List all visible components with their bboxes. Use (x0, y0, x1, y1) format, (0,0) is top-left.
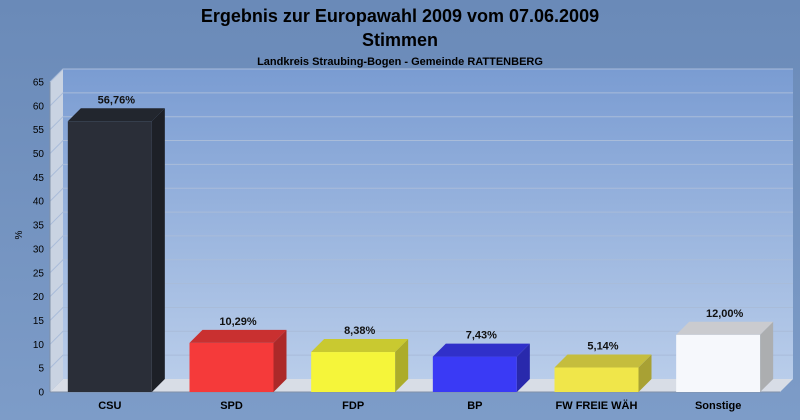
x-tick-label: CSU (98, 400, 121, 412)
grid-line (49, 330, 793, 345)
grid-line (49, 283, 793, 297)
y-tick-label: 40 (33, 197, 45, 208)
plot-left-wall (50, 69, 63, 392)
data-label: 7,43% (466, 330, 497, 342)
grid-line (49, 140, 793, 154)
bar-side (395, 339, 409, 392)
data-label: 12,00% (706, 308, 744, 320)
grid-line (49, 211, 793, 226)
x-tick-label: Sonstige (695, 400, 741, 412)
grid-line (49, 116, 793, 131)
grid-line (49, 187, 793, 202)
y-axis-label: % (14, 230, 25, 239)
bar-side (151, 108, 165, 392)
bar-side (638, 354, 652, 392)
y-tick-label: 0 (38, 388, 44, 399)
bar-top (311, 339, 409, 353)
plot-area: 0 5 10 15 20 25 30 35 40 45 50 55 60 65 56,76% CSU 10,29… (33, 68, 793, 412)
bar (311, 352, 396, 392)
y-tick-label: 30 (33, 244, 45, 255)
x-tick-label: SPD (220, 400, 243, 412)
y-tick-label: 45 (33, 173, 45, 184)
bar (554, 367, 639, 392)
bar (67, 121, 152, 392)
y-tick-label: 55 (33, 125, 45, 136)
bar-side (273, 329, 287, 392)
y-tick-label: 5 (38, 364, 44, 375)
data-label: 10,29% (219, 316, 257, 328)
x-tick-label: BP (467, 400, 482, 412)
bar (676, 334, 761, 392)
chart-title: Ergebnis zur Europawahl 2009 vom 07.06.2… (201, 6, 599, 26)
chart-title-line2: Stimmen (362, 30, 438, 50)
chart-subtitle: Landkreis Straubing-Bogen - Gemeinde RAT… (257, 56, 543, 68)
y-tick-label: 65 (33, 78, 45, 89)
y-tick-label: 15 (33, 316, 45, 327)
grid-line (49, 235, 793, 250)
y-tick-label: 60 (33, 101, 45, 112)
data-label: 56,76% (98, 94, 136, 106)
bar-side (516, 343, 530, 392)
bar-top (67, 108, 165, 122)
y-tick-label: 50 (33, 149, 45, 160)
bar (189, 342, 274, 392)
bar-top (554, 354, 652, 368)
bar-side (760, 321, 774, 392)
y-tick-label: 20 (33, 292, 45, 303)
y-tick-label: 35 (33, 221, 45, 232)
bar-top (432, 343, 530, 357)
grid-line (49, 259, 793, 274)
y-tick-label: 25 (33, 268, 45, 279)
x-tick-label: FW FREIE WÄH (556, 399, 638, 412)
bar (432, 356, 517, 392)
grid-line (49, 68, 793, 83)
grid-line (49, 306, 793, 321)
bar-top (676, 321, 774, 335)
bar-top (189, 329, 287, 343)
grid-line (49, 163, 793, 178)
data-label: 8,38% (344, 325, 375, 337)
y-tick-label: 10 (33, 340, 45, 351)
plot-back-wall (63, 69, 793, 379)
x-tick-label: FDP (342, 400, 364, 412)
grid-line (49, 354, 793, 369)
grid-line (49, 92, 793, 107)
data-label: 5,14% (587, 340, 618, 352)
